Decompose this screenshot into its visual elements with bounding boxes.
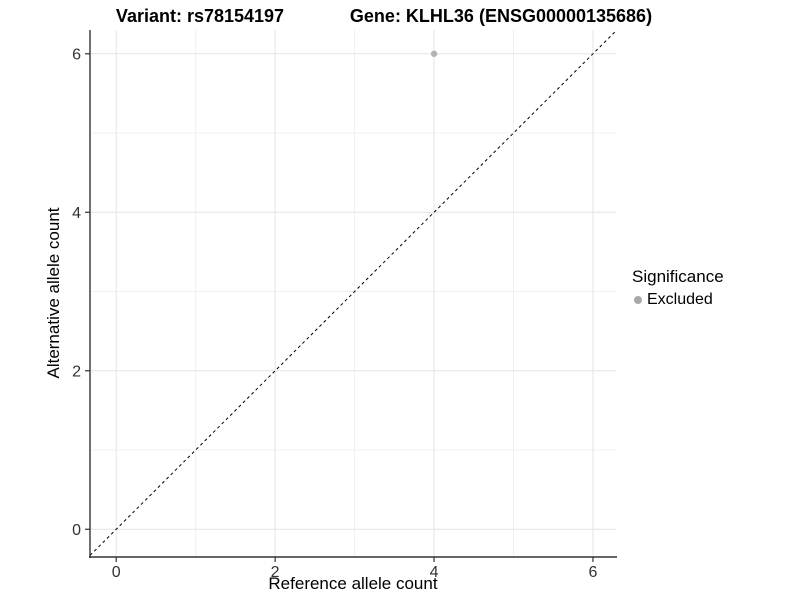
y-tick-label: 0: [72, 522, 81, 539]
x-tick-label: 2: [271, 564, 280, 581]
legend-title: Significance: [632, 267, 724, 286]
plot-title-gene: Gene: KLHL36 (ENSG00000135686): [349, 6, 653, 26]
legend-item-excluded: Excluded: [632, 291, 724, 309]
data-point: [430, 50, 438, 57]
legend: Significance Excluded: [632, 267, 724, 309]
legend-point-icon: [634, 296, 642, 304]
x-tick-label: 6: [589, 564, 598, 581]
x-tick-label: 4: [430, 564, 439, 581]
identity-dashed-line: [89, 30, 617, 556]
y-axis-title: Alternative allele count: [44, 207, 63, 379]
y-tick-label: 6: [72, 46, 81, 63]
y-tick-label: 4: [72, 205, 81, 222]
x-axis-title: Reference allele count: [268, 574, 438, 593]
plot-title-variant: Variant: rs78154197: [115, 6, 285, 26]
legend-item-label: Excluded: [647, 291, 713, 308]
x-tick-label: 0: [112, 564, 121, 581]
y-tick-label: 2: [72, 363, 81, 380]
